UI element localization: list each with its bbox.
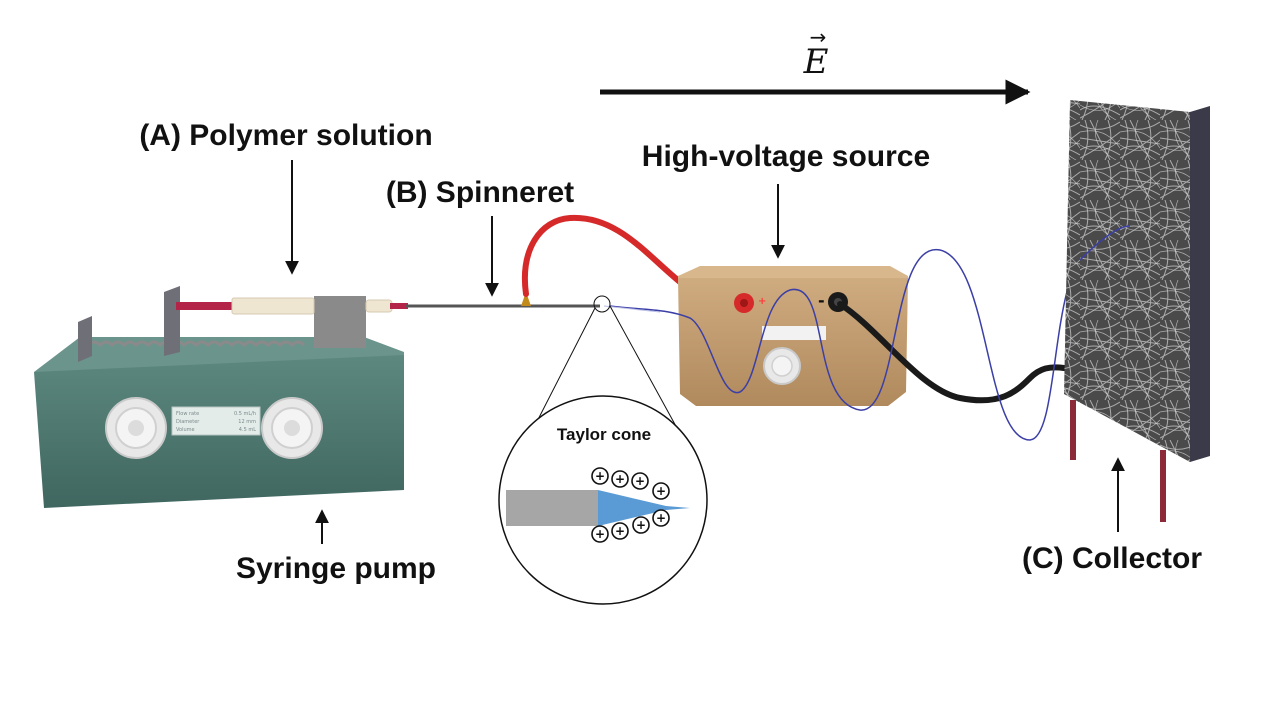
high-voltage-label: High-voltage source [642, 140, 930, 173]
pusher-block [164, 286, 180, 356]
callout-syringe-pump: Syringe pump [236, 509, 436, 585]
callout-collector: (C) Collector [1022, 457, 1202, 575]
electric-field: E → [600, 25, 1031, 105]
collector [1064, 100, 1210, 522]
charge-3-sign: + [635, 474, 645, 488]
display-line-2-value: 12 mm [238, 419, 256, 425]
charge-4: + [652, 482, 670, 500]
box-knob [763, 347, 801, 385]
zoom-source-circle [593, 295, 611, 313]
jet-on-collector [1079, 225, 1131, 261]
pump-display: Flow rate 0.5 mL/h Diameter 12 mm Volume… [171, 406, 261, 436]
box-label-plate [762, 326, 826, 340]
pump-knob-left [105, 397, 167, 459]
callout-high-voltage: High-voltage source [642, 140, 930, 259]
display-line-1-value: 0.5 mL/h [234, 411, 256, 417]
syringe-barrel [231, 297, 315, 315]
field-symbol: E [803, 42, 829, 82]
spinneret-label: (B) Spinneret [386, 176, 574, 209]
collector-side [1190, 106, 1210, 462]
charge-1: + [591, 467, 609, 485]
polymer-jet [609, 223, 1129, 441]
charge-8: + [652, 509, 670, 527]
collector-fiber-mat [1064, 100, 1190, 462]
syringe-pump-label: Syringe pump [236, 552, 436, 585]
callout-polymer-solution: (A) Polymer solution [139, 119, 433, 275]
positive-terminal: + [734, 293, 766, 313]
syringe [176, 292, 600, 315]
syringe-plunger-rod [176, 302, 236, 310]
negative-terminal-sign: - [818, 291, 825, 310]
charge-3: + [631, 472, 649, 490]
syringe-luer [390, 303, 408, 309]
charge-5: + [591, 525, 609, 543]
charge-6: + [611, 522, 629, 540]
charge-2-sign: + [615, 472, 625, 486]
display-line-3-name: Volume [176, 427, 195, 433]
collector-leg-left [1070, 400, 1076, 460]
charge-7-sign: + [636, 518, 646, 532]
collector-label: (C) Collector [1022, 542, 1202, 575]
negative-cable [837, 301, 1067, 404]
display-line-2-name: Diameter [176, 419, 200, 425]
needle-clip [521, 292, 531, 306]
syringe-pump: Flow rate 0.5 mL/h Diameter 12 mm Volume… [34, 286, 404, 508]
charge-2: + [611, 470, 629, 488]
charge-symbols: + + + + + + + + [591, 467, 670, 543]
straight-jet-segment [603, 305, 661, 313]
pump-display-screen [171, 406, 261, 436]
collector-leg-right [1160, 450, 1166, 522]
box-front [678, 278, 908, 406]
taylor-cone-shape [598, 490, 690, 526]
pump-knob-right [261, 397, 323, 459]
vector-arrow-mark: → [810, 25, 827, 49]
positive-terminal-sign: + [758, 296, 766, 307]
lead-screw [86, 340, 306, 348]
needle-tip-closeup [506, 490, 598, 526]
charge-7: + [632, 516, 650, 534]
callout-spinneret: (B) Spinneret [386, 176, 574, 297]
charge-8-sign: + [656, 511, 666, 525]
display-line-3-value: 4.5 mL [239, 427, 256, 433]
charge-5-sign: + [595, 527, 605, 541]
syringe-holder [314, 296, 366, 348]
polymer-solution-label: (A) Polymer solution [139, 119, 432, 152]
taylor-cone-inset: Taylor cone + + + + + + + + [498, 295, 708, 605]
syringe-tip [365, 299, 393, 313]
taylor-cone-label: Taylor cone [557, 425, 651, 444]
charge-4-sign: + [656, 484, 666, 498]
display-line-1-name: Flow rate [176, 411, 199, 417]
end-plate-left [78, 316, 92, 362]
charge-1-sign: + [595, 469, 605, 483]
charge-6-sign: + [615, 524, 625, 538]
